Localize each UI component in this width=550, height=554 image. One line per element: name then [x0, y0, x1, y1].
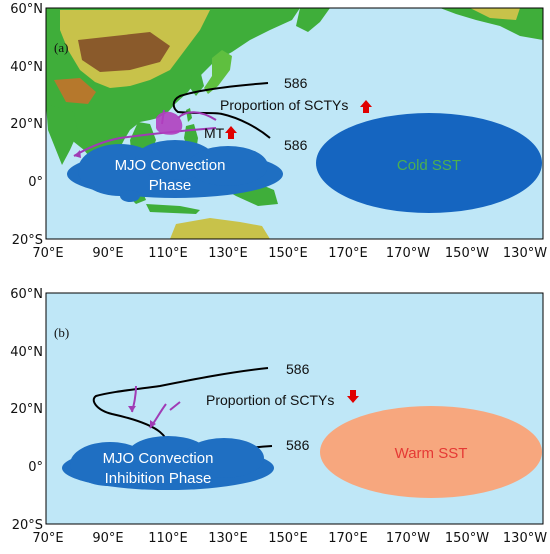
lon-label: 130°E: [208, 531, 248, 546]
lat-label: 20°S: [12, 518, 43, 533]
genesis-region: [156, 111, 183, 135]
lon-label: 90°E: [92, 531, 123, 546]
mt-up-arrow-icon: [225, 126, 237, 139]
panel-b-lon-labels: 70°E 90°E 110°E 130°E 150°E 170°E 170°W …: [32, 531, 547, 546]
sst-ellipse: [316, 113, 542, 213]
mt-label: MT: [204, 125, 225, 141]
mjo-cloud: [67, 140, 283, 202]
lat-label: 40°N: [10, 60, 43, 75]
mjo-label-line2: Inhibition Phase: [105, 470, 212, 487]
lat-label: 20°S: [12, 233, 43, 248]
mjo-label-line1: MJO Convection: [103, 450, 214, 467]
panel-a-lat-labels: 60°N 40°N 20°N 0° 20°S: [10, 2, 43, 248]
panel-b: MJO Convection Inhibition Phase Warm SST…: [45, 292, 544, 525]
lon-label: 170°W: [386, 531, 430, 546]
lon-label: 90°E: [92, 246, 123, 261]
lat-label: 40°N: [10, 345, 43, 360]
panel-a-lon-labels: 70°E 90°E 110°E 130°E 150°E 170°E 170°W …: [32, 246, 547, 261]
lat-label: 20°N: [10, 402, 43, 417]
sst-label: Warm SST: [395, 445, 468, 462]
panel-label: (a): [54, 40, 68, 55]
sctys-up-arrow-icon: [360, 100, 372, 113]
lon-label: 150°E: [268, 246, 308, 261]
contour-586-label-bottom: 586: [286, 437, 310, 453]
lon-label: 130°W: [503, 531, 547, 546]
contour-586-label-top: 586: [286, 361, 310, 377]
track-arrowhead: [150, 420, 156, 428]
contour-586-label-bottom: 586: [284, 137, 308, 153]
track-arrowhead: [128, 406, 136, 412]
lat-label: 0°: [28, 175, 43, 190]
contour-586-line: [172, 82, 271, 139]
mjo-label-line2: Phase: [149, 177, 192, 194]
lat-label: 60°N: [10, 287, 43, 302]
lat-label: 60°N: [10, 2, 43, 17]
sst-ellipse: [320, 406, 542, 498]
track-arrowhead: [74, 150, 81, 158]
map-frame: [45, 292, 544, 525]
mjo-label-line1: MJO Convection: [115, 157, 226, 174]
sst-label: Cold SST: [397, 157, 461, 174]
lon-label: 130°E: [208, 246, 248, 261]
panel-b-lat-labels: 60°N 40°N 20°N 0° 20°S: [10, 287, 43, 533]
lon-label: 110°E: [148, 531, 188, 546]
lon-label: 150°W: [445, 531, 489, 546]
lon-label: 70°E: [32, 531, 63, 546]
panel-label: (b): [54, 325, 69, 340]
track-line: [73, 127, 217, 157]
contour-586-label-top: 586: [284, 75, 308, 91]
panel-a: MJO Convection Phase Cold SST 586 586 Pr…: [45, 7, 544, 240]
lon-label: 150°W: [445, 246, 489, 261]
lat-label: 0°: [28, 460, 43, 475]
sctys-label: Proportion of SCTYs: [206, 392, 334, 408]
sctys-label: Proportion of SCTYs: [220, 97, 348, 113]
lon-label: 170°E: [328, 531, 368, 546]
track-line: [169, 401, 181, 411]
lon-label: 170°W: [386, 246, 430, 261]
lon-label: 70°E: [32, 246, 63, 261]
track-line: [177, 111, 217, 121]
lon-label: 170°E: [328, 246, 368, 261]
sctys-down-arrow-icon: [347, 390, 359, 403]
map-frame: [45, 7, 544, 240]
lat-label: 20°N: [10, 117, 43, 132]
mjo-cloud: [62, 436, 274, 490]
lon-label: 110°E: [148, 246, 188, 261]
lon-label: 150°E: [268, 531, 308, 546]
lon-label: 130°W: [503, 246, 547, 261]
